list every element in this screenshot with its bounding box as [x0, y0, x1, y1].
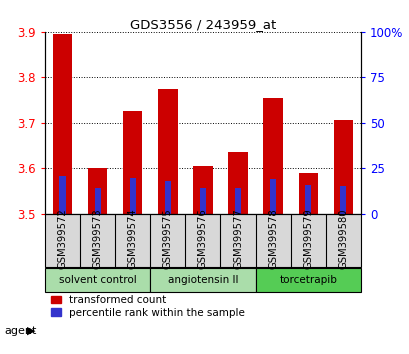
Bar: [45, 268, 150, 292]
Text: GSM399572: GSM399572: [58, 208, 67, 269]
Bar: [298, 173, 317, 213]
Bar: [59, 176, 65, 213]
Text: agent: agent: [4, 326, 36, 336]
Bar: [53, 34, 72, 213]
Bar: [234, 188, 240, 213]
Bar: [45, 213, 360, 267]
Text: solvent control: solvent control: [59, 275, 136, 285]
Bar: [129, 178, 136, 213]
Bar: [269, 179, 276, 213]
Bar: [339, 186, 346, 213]
Text: GSM399580: GSM399580: [337, 208, 347, 269]
Text: GSM399578: GSM399578: [267, 208, 277, 269]
Bar: [150, 268, 255, 292]
Text: GSM399576: GSM399576: [198, 208, 207, 269]
Bar: [228, 152, 247, 213]
Legend: transformed count, percentile rank within the sample: transformed count, percentile rank withi…: [50, 294, 245, 319]
Bar: [263, 98, 282, 213]
Text: GSM399574: GSM399574: [128, 208, 137, 269]
Bar: [88, 168, 107, 213]
Text: ▶: ▶: [27, 326, 35, 336]
Text: angiotensin II: angiotensin II: [167, 275, 238, 285]
Bar: [304, 185, 310, 213]
Bar: [164, 181, 171, 213]
Bar: [193, 166, 212, 213]
Text: GSM399577: GSM399577: [232, 208, 243, 269]
Text: torcetrapib: torcetrapib: [279, 275, 336, 285]
Text: GSM399579: GSM399579: [302, 208, 312, 269]
Bar: [158, 88, 177, 213]
Bar: [199, 188, 206, 213]
Bar: [333, 120, 352, 213]
Bar: [94, 188, 101, 213]
Text: GSM399573: GSM399573: [92, 208, 103, 269]
Bar: [255, 268, 360, 292]
Title: GDS3556 / 243959_at: GDS3556 / 243959_at: [130, 18, 275, 31]
Bar: [123, 112, 142, 213]
Text: GSM399575: GSM399575: [162, 208, 173, 269]
